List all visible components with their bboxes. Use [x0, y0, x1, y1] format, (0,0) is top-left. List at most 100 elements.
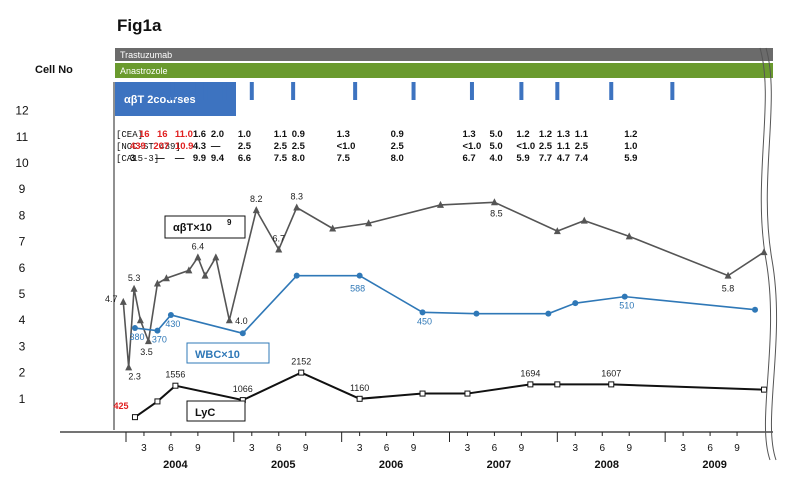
data-point-label: 8.3 [290, 192, 303, 202]
marker-value: 3 [130, 153, 135, 164]
marker-value: 2.5 [539, 141, 553, 152]
data-point [136, 316, 144, 324]
data-point-label: 1556 [165, 370, 185, 380]
x-year-label: 2005 [271, 459, 295, 471]
marker-value: 1.1 [575, 129, 589, 140]
abt-course-marker [519, 82, 524, 100]
marker-row-label: [CEA] [116, 130, 143, 140]
x-tick-label: 6 [599, 443, 605, 454]
data-point [329, 224, 337, 232]
data-point-label: 430 [165, 319, 180, 329]
marker-value: 2.5 [292, 141, 306, 152]
x-tick-label: 3 [357, 443, 363, 454]
data-point [298, 369, 305, 376]
data-point [162, 274, 170, 282]
data-point-label: 1066 [233, 384, 253, 394]
data-point [194, 253, 202, 261]
marker-value: 4.0 [489, 153, 502, 164]
series-line-2 [134, 274, 756, 335]
data-point [167, 311, 174, 318]
abt-course-marker [291, 82, 296, 100]
series-layer [119, 198, 768, 421]
data-point [490, 198, 498, 206]
marker-value: 9.4 [211, 153, 225, 164]
y-tick-label: 11 [16, 130, 29, 144]
data-point [464, 390, 471, 397]
marker-value: 1.1 [557, 141, 571, 152]
data-point-label: 8.2 [250, 194, 263, 204]
data-point-label: 1607 [601, 368, 621, 378]
figure-title: Fig1a [117, 16, 162, 35]
x-year-label: 2004 [163, 459, 188, 471]
trastuzumab-bar [115, 48, 773, 61]
marker-value: 10.9 [175, 141, 194, 152]
marker-value: 439 [130, 141, 146, 152]
series-name-superscript: 9 [227, 218, 232, 227]
marker-value: 7.4 [575, 153, 589, 164]
data-point [554, 381, 561, 388]
x-tick-label: 3 [573, 443, 579, 454]
data-point-label: 1694 [520, 368, 540, 378]
data-point [760, 248, 768, 256]
data-point-label: 380 [129, 332, 144, 342]
marker-value: 1.2 [539, 129, 552, 140]
data-point [580, 216, 588, 224]
data-point-label: 8.5 [490, 208, 503, 218]
x-year-label: 2007 [487, 459, 511, 471]
y-tick-label: 9 [19, 182, 26, 196]
y-tick-label: 10 [15, 156, 29, 170]
y-tick-label: 3 [19, 339, 26, 353]
data-point-label: 2.3 [128, 371, 141, 381]
marker-value: 7.7 [539, 153, 552, 164]
data-point-label: 510 [619, 301, 634, 311]
abt-course-marker [555, 82, 560, 100]
marker-value: 6.7 [462, 153, 475, 164]
data-point [365, 219, 373, 227]
x-tick-label: 9 [626, 443, 632, 454]
data-point [185, 266, 193, 274]
marker-value: 9.9 [193, 153, 206, 164]
marker-value: 5.9 [516, 153, 529, 164]
marker-value: 2.5 [391, 141, 405, 152]
data-point [212, 253, 220, 261]
abt-course-marker [670, 82, 675, 100]
data-point [275, 245, 283, 253]
abt-two-courses-label: αβT 2courses [124, 94, 196, 106]
marker-value: 11.0 [175, 129, 193, 140]
data-point [553, 227, 561, 235]
data-point-label: 2152 [291, 357, 311, 367]
data-point [119, 297, 127, 305]
x-tick-label: 6 [168, 443, 174, 454]
marker-value: 7.5 [274, 153, 288, 164]
abt-course-marker [353, 82, 358, 100]
marker-value: 4.3 [193, 141, 206, 152]
data-point [625, 232, 633, 240]
x-tick-label: 9 [303, 443, 309, 454]
abt-course-marker [609, 82, 614, 100]
data-point [545, 310, 552, 317]
data-point [153, 279, 161, 287]
data-point [172, 382, 179, 389]
anastrozole-label: Anastrozole [120, 66, 168, 76]
x-tick-label: 3 [249, 443, 255, 454]
x-tick-label: 9 [195, 443, 201, 454]
y-axis-label: Cell No [35, 64, 73, 76]
marker-value: 1.0 [238, 129, 251, 140]
data-point [356, 395, 363, 402]
data-point [293, 203, 301, 211]
data-point [572, 300, 579, 307]
point-label-layer: 4.7 2.3 5.3 3.5 6.4 4.0 8.2 6.7 8.3 8.5 5.8 380 370 4… [105, 192, 734, 412]
abt-course-markers [166, 82, 675, 100]
data-point [239, 330, 246, 337]
data-point-label: 6.7 [272, 233, 285, 243]
marker-value: 6.6 [238, 153, 251, 164]
marker-value: 1.3 [557, 129, 570, 140]
y-tick-label: 1 [19, 392, 26, 406]
data-point-label: 4.7 [105, 294, 118, 304]
marker-value: 2.5 [575, 141, 589, 152]
data-point [154, 327, 161, 334]
data-point [527, 381, 534, 388]
abt-course-marker [203, 82, 208, 100]
marker-value: 1.2 [624, 129, 637, 140]
